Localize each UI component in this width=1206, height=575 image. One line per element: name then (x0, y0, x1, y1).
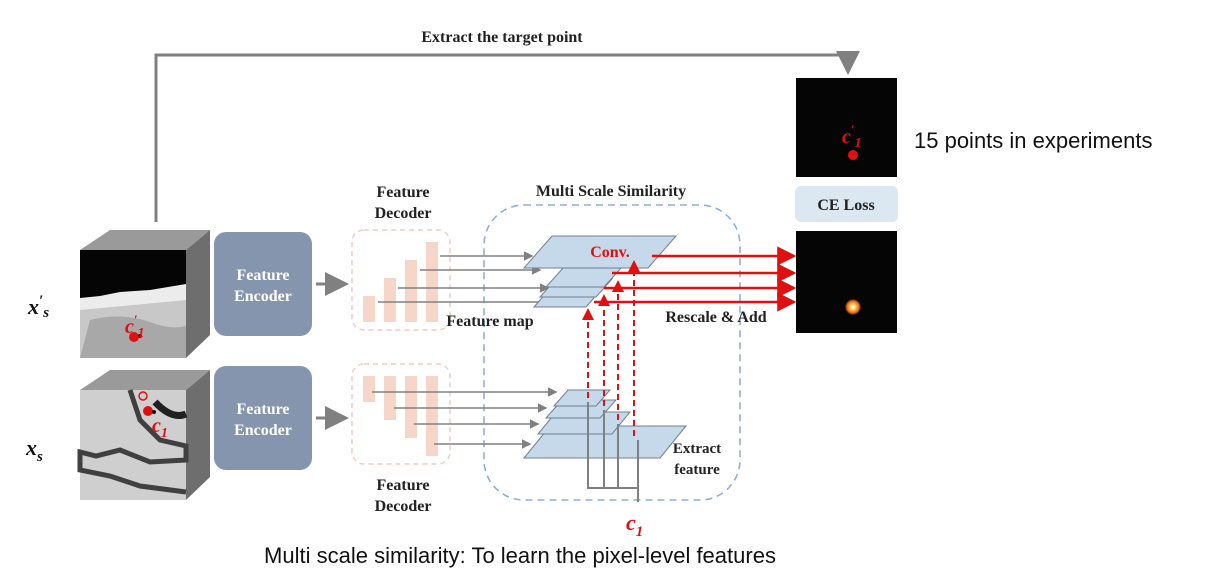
feature-decoder-top-line1: Feature (376, 184, 429, 201)
feature-encoder-top (214, 232, 312, 336)
target-heatmap (796, 78, 897, 177)
feature-encoder-bottom-line2: Encoder (234, 422, 292, 439)
input-cube-top (80, 230, 210, 358)
extract-feature-line1: Extract (673, 441, 721, 457)
input-cube-bottom (77, 370, 210, 500)
feature-decoder-bottom-box (351, 363, 451, 465)
rescale-add-label: Rescale & Add (665, 309, 766, 326)
feature-decoder-top-line2: Decoder (375, 205, 432, 222)
feature-decoder-bottom-bars (363, 376, 438, 456)
predicted-heatmap (796, 231, 897, 333)
rescale-add-arrows (594, 246, 797, 312)
target-point (848, 150, 858, 160)
extract-target-label: Extract the target point (421, 29, 583, 46)
extract-feature-line2: feature (674, 462, 720, 478)
conv-label: Conv. (590, 244, 630, 261)
feature-encoder-top-line1: Feature (236, 267, 289, 284)
caption: Multi scale similarity: To learn the pix… (264, 543, 776, 568)
ce-loss-label: CE Loss (817, 197, 874, 214)
c1-to-planes-lines (587, 402, 639, 502)
similarity-dashed-arrows (582, 260, 640, 436)
feature-encoder-bottom-line1: Feature (236, 401, 289, 418)
x-s-label: xs (25, 435, 43, 465)
feature-decoder-top-bars (363, 242, 438, 322)
feature-decoder-bottom-line1: Feature (376, 477, 429, 494)
predicted-point-glow (844, 298, 862, 316)
feature-encoder-top-line2: Encoder (234, 288, 292, 305)
feature-map-label: Feature map (446, 313, 533, 330)
c1-label-bottom: c1 (626, 510, 643, 540)
points-note: 15 points in experiments (914, 128, 1152, 153)
mss-dashed-box (483, 204, 741, 501)
feature-decoder-bottom-line2: Decoder (375, 498, 432, 515)
extract-target-arrow (154, 51, 860, 222)
feature-encoder-bottom (214, 366, 312, 470)
decoder-to-planes-arrows-top (378, 251, 558, 307)
ce-loss-box (795, 186, 898, 222)
x-prime-s-label: x′s (27, 293, 49, 321)
feature-decoder-top-box (351, 229, 451, 331)
decoder-to-planes-arrows-bottom (372, 387, 558, 449)
mss-title: Multi Scale Similarity (536, 183, 686, 200)
